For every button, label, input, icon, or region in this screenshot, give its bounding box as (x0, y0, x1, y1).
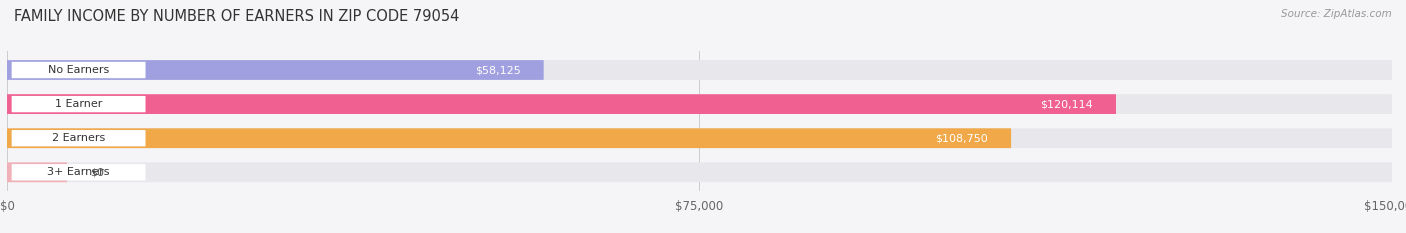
FancyBboxPatch shape (7, 60, 544, 80)
Text: $108,750: $108,750 (935, 133, 988, 143)
FancyBboxPatch shape (7, 94, 1116, 114)
Text: $120,114: $120,114 (1040, 99, 1092, 109)
FancyBboxPatch shape (7, 162, 1392, 182)
Text: Source: ZipAtlas.com: Source: ZipAtlas.com (1281, 9, 1392, 19)
FancyBboxPatch shape (7, 162, 67, 182)
Text: FAMILY INCOME BY NUMBER OF EARNERS IN ZIP CODE 79054: FAMILY INCOME BY NUMBER OF EARNERS IN ZI… (14, 9, 460, 24)
FancyBboxPatch shape (7, 128, 1392, 148)
FancyBboxPatch shape (11, 96, 146, 112)
Text: $0: $0 (90, 167, 104, 177)
FancyBboxPatch shape (7, 128, 1011, 148)
FancyBboxPatch shape (11, 62, 146, 78)
FancyBboxPatch shape (7, 60, 1392, 80)
Text: 2 Earners: 2 Earners (52, 133, 105, 143)
FancyBboxPatch shape (11, 164, 146, 181)
FancyBboxPatch shape (7, 94, 1392, 114)
Text: No Earners: No Earners (48, 65, 110, 75)
Text: $58,125: $58,125 (475, 65, 520, 75)
Text: 1 Earner: 1 Earner (55, 99, 103, 109)
FancyBboxPatch shape (11, 130, 146, 146)
Text: 3+ Earners: 3+ Earners (48, 167, 110, 177)
